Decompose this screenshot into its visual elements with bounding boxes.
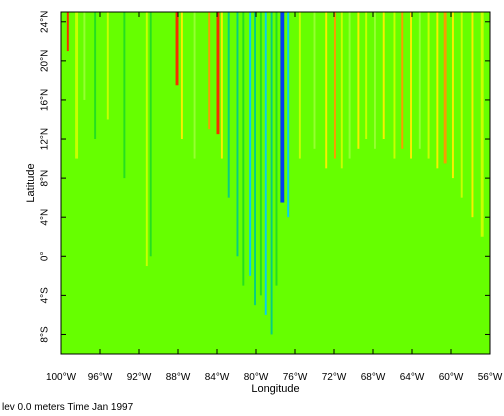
y-tick-label: 20°N [40, 50, 51, 72]
x-tick-label: 96°W [88, 372, 113, 383]
heatmap-streak [373, 12, 376, 149]
y-tick-label: 4°N [40, 209, 51, 226]
heatmap-streak [460, 12, 463, 198]
heatmap-streak [280, 12, 285, 203]
heatmap-streak [418, 12, 421, 149]
heatmap-streak [348, 12, 351, 159]
x-tick-label: 68°W [361, 372, 386, 383]
heatmap-streak [480, 12, 484, 237]
heatmap-streak [149, 12, 152, 257]
x-axis-title: Longitude [251, 383, 299, 395]
heatmap-streak [401, 12, 404, 149]
heatmap-streak [145, 12, 148, 267]
heatmap-streak [436, 12, 439, 169]
heatmap-streak [334, 12, 336, 159]
heatmap-streak [220, 12, 223, 159]
y-tick-label: 8°N [40, 170, 51, 187]
x-tick-label: 88°W [166, 372, 191, 383]
x-tick-label: 76°W [283, 372, 308, 383]
x-tick-label: 72°W [322, 372, 347, 383]
heatmap-streak [287, 12, 290, 218]
y-tick-label: 12°N [40, 128, 51, 150]
y-tick-label: 0° [40, 252, 51, 262]
y-tick-label: 24°N [40, 11, 51, 33]
heatmap-streak [208, 12, 211, 130]
heatmap-streak [264, 12, 267, 315]
heatmap-streak [227, 12, 230, 198]
heatmap-streak [443, 12, 447, 164]
heatmap-streak [393, 12, 396, 159]
x-tick-label: 56°W [478, 372, 503, 383]
heatmap-streak [382, 12, 385, 140]
heatmap-streak [193, 12, 196, 159]
heatmap-streak [106, 12, 109, 120]
heatmap-streak [75, 12, 79, 159]
heatmap-streak [242, 12, 245, 286]
heatmap-streak [66, 12, 69, 52]
axis-ticks: 100°W 96°W 92°W 88°W 84°W 80°W 76°W 72°W 68°W 64°… [40, 11, 503, 383]
heatmap-streak [340, 12, 343, 169]
heatmap-streak [275, 12, 278, 286]
heatmap-streak [94, 12, 97, 140]
heatmap-streak [357, 12, 360, 149]
heatmap-streak [325, 12, 328, 169]
heatmap-streak [270, 12, 273, 335]
x-tick-label: 84°W [205, 372, 230, 383]
heatmap-streak [471, 12, 474, 218]
heatmap-streak [298, 12, 301, 159]
heatmap-streak [175, 12, 179, 86]
y-axis-title: Latitude [25, 163, 37, 202]
heatmap-streak [249, 12, 252, 276]
heatmap-streak [254, 12, 256, 306]
heatmap-streak [259, 12, 262, 296]
x-tick-label: 100°W [46, 372, 77, 383]
heatmap-streak [123, 12, 126, 179]
y-tick-label: 4°S [40, 287, 51, 304]
heatmap-streak [83, 12, 86, 100]
heatmap-streak [427, 12, 430, 159]
y-tick-label: 16°N [40, 89, 51, 111]
heatmap-streak [410, 12, 412, 159]
heatmap-streak [313, 12, 316, 149]
y-tick-label: 8°S [40, 326, 51, 343]
heatmap-streak [236, 12, 239, 257]
heatmap-streak [180, 12, 183, 140]
heatmap-streak [451, 12, 454, 179]
heatmap-streak [216, 12, 220, 135]
heatmap-marks [61, 12, 490, 354]
x-tick-label: 60°W [439, 372, 464, 383]
x-tick-label: 80°W [244, 372, 269, 383]
x-tick-label: 64°W [400, 372, 425, 383]
plot-frame [60, 11, 491, 355]
plot-caption: lev 0.0 meters Time Jan 1997 [2, 402, 134, 413]
heatmap-streak [365, 12, 368, 140]
x-tick-label: 92°W [127, 372, 152, 383]
